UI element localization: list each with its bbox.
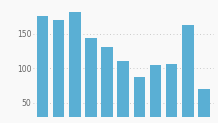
Bar bbox=[69, 12, 80, 123]
Bar bbox=[85, 38, 97, 123]
Bar bbox=[133, 77, 145, 123]
Bar bbox=[198, 89, 210, 123]
Bar bbox=[150, 65, 161, 123]
Bar bbox=[53, 21, 64, 123]
Bar bbox=[182, 25, 194, 123]
Bar bbox=[166, 64, 177, 123]
Bar bbox=[101, 47, 113, 123]
Bar bbox=[37, 16, 48, 123]
Bar bbox=[117, 61, 129, 123]
